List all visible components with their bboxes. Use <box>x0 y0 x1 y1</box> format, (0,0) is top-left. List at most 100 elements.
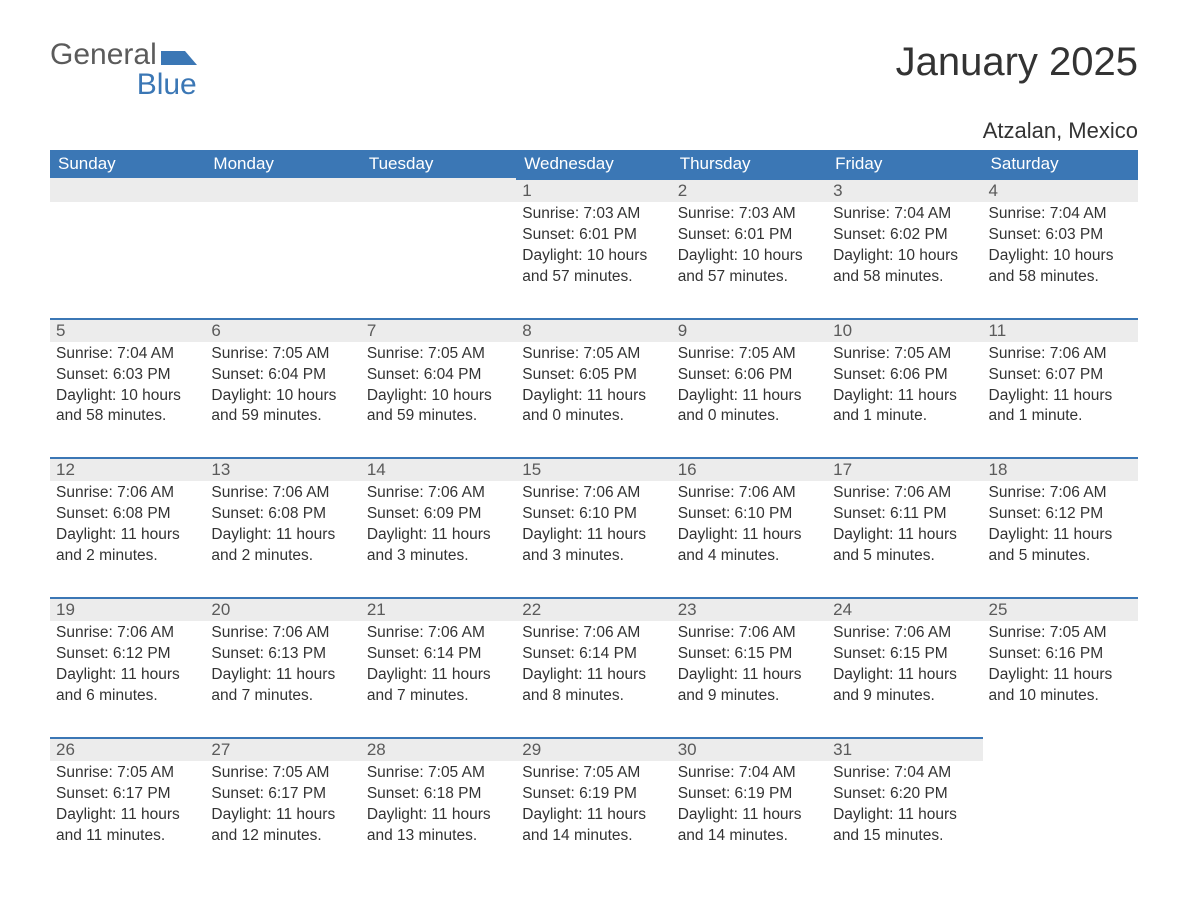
daylight-line2: and 15 minutes. <box>833 826 976 847</box>
sunset-text: Sunset: 6:19 PM <box>522 784 665 805</box>
sunrise-text: Sunrise: 7:04 AM <box>56 344 199 365</box>
day-number: 9 <box>672 318 827 342</box>
location-label: Atzalan, Mexico <box>50 118 1138 144</box>
daylight-line2: and 7 minutes. <box>367 686 510 707</box>
daylight-line1: Daylight: 11 hours <box>833 386 976 407</box>
sunrise-text: Sunrise: 7:06 AM <box>522 483 665 504</box>
day-body: Sunrise: 7:06 AMSunset: 6:15 PMDaylight:… <box>827 621 982 737</box>
sunrise-text: Sunrise: 7:06 AM <box>367 483 510 504</box>
daylight-line1: Daylight: 10 hours <box>989 246 1132 267</box>
day-cell <box>983 737 1138 877</box>
daylight-line1: Daylight: 11 hours <box>678 386 821 407</box>
header-row: General Blue January 2025 <box>50 40 1138 100</box>
week-row: 1Sunrise: 7:03 AMSunset: 6:01 PMDaylight… <box>50 178 1138 318</box>
day-cell: 20Sunrise: 7:06 AMSunset: 6:13 PMDayligh… <box>205 597 360 737</box>
logo-blue-text: Blue <box>137 68 197 101</box>
logo-general-text: General <box>50 40 157 70</box>
day-cell: 15Sunrise: 7:06 AMSunset: 6:10 PMDayligh… <box>516 457 671 597</box>
day-body: Sunrise: 7:04 AMSunset: 6:19 PMDaylight:… <box>672 761 827 877</box>
day-number: 2 <box>672 178 827 202</box>
daylight-line1: Daylight: 10 hours <box>678 246 821 267</box>
day-header-row: SundayMondayTuesdayWednesdayThursdayFrid… <box>50 150 1138 178</box>
daylight-line1: Daylight: 11 hours <box>522 805 665 826</box>
sunset-text: Sunset: 6:05 PM <box>522 365 665 386</box>
daylight-line1: Daylight: 11 hours <box>56 805 199 826</box>
daylight-line2: and 57 minutes. <box>678 267 821 288</box>
daylight-line1: Daylight: 11 hours <box>989 525 1132 546</box>
day-cell: 28Sunrise: 7:05 AMSunset: 6:18 PMDayligh… <box>361 737 516 877</box>
day-number: 21 <box>361 597 516 621</box>
sunrise-text: Sunrise: 7:06 AM <box>678 483 821 504</box>
daylight-line1: Daylight: 10 hours <box>56 386 199 407</box>
daylight-line2: and 3 minutes. <box>522 546 665 567</box>
sunrise-text: Sunrise: 7:05 AM <box>211 344 354 365</box>
sunset-text: Sunset: 6:15 PM <box>678 644 821 665</box>
day-cell: 5Sunrise: 7:04 AMSunset: 6:03 PMDaylight… <box>50 318 205 458</box>
sunset-text: Sunset: 6:07 PM <box>989 365 1132 386</box>
sunset-text: Sunset: 6:12 PM <box>56 644 199 665</box>
sunrise-text: Sunrise: 7:05 AM <box>678 344 821 365</box>
sunset-text: Sunset: 6:20 PM <box>833 784 976 805</box>
day-number: 19 <box>50 597 205 621</box>
week-row: 26Sunrise: 7:05 AMSunset: 6:17 PMDayligh… <box>50 737 1138 877</box>
daylight-line1: Daylight: 10 hours <box>367 386 510 407</box>
day-header: Saturday <box>983 150 1138 178</box>
day-body: Sunrise: 7:05 AMSunset: 6:04 PMDaylight:… <box>205 342 360 458</box>
sunset-text: Sunset: 6:16 PM <box>989 644 1132 665</box>
day-body: Sunrise: 7:05 AMSunset: 6:04 PMDaylight:… <box>361 342 516 458</box>
daylight-line2: and 5 minutes. <box>833 546 976 567</box>
day-header: Sunday <box>50 150 205 178</box>
day-cell <box>50 178 205 318</box>
day-number: 10 <box>827 318 982 342</box>
day-cell: 21Sunrise: 7:06 AMSunset: 6:14 PMDayligh… <box>361 597 516 737</box>
sunrise-text: Sunrise: 7:06 AM <box>833 483 976 504</box>
day-header: Monday <box>205 150 360 178</box>
daylight-line2: and 58 minutes. <box>989 267 1132 288</box>
daylight-line1: Daylight: 11 hours <box>211 665 354 686</box>
daylight-line1: Daylight: 11 hours <box>678 805 821 826</box>
day-body: Sunrise: 7:04 AMSunset: 6:03 PMDaylight:… <box>50 342 205 458</box>
sunset-text: Sunset: 6:06 PM <box>678 365 821 386</box>
daylight-line2: and 9 minutes. <box>678 686 821 707</box>
day-number: 4 <box>983 178 1138 202</box>
daylight-line2: and 10 minutes. <box>989 686 1132 707</box>
day-number: 8 <box>516 318 671 342</box>
empty-day-body <box>205 202 360 302</box>
daylight-line1: Daylight: 10 hours <box>522 246 665 267</box>
sunrise-text: Sunrise: 7:04 AM <box>678 763 821 784</box>
day-number: 18 <box>983 457 1138 481</box>
sunset-text: Sunset: 6:09 PM <box>367 504 510 525</box>
sunset-text: Sunset: 6:03 PM <box>989 225 1132 246</box>
sunset-text: Sunset: 6:04 PM <box>367 365 510 386</box>
day-body: Sunrise: 7:04 AMSunset: 6:03 PMDaylight:… <box>983 202 1138 318</box>
day-header: Tuesday <box>361 150 516 178</box>
day-number: 24 <box>827 597 982 621</box>
sunrise-text: Sunrise: 7:05 AM <box>989 623 1132 644</box>
daylight-line1: Daylight: 11 hours <box>989 386 1132 407</box>
day-body: Sunrise: 7:06 AMSunset: 6:08 PMDaylight:… <box>205 481 360 597</box>
daylight-line2: and 1 minute. <box>833 406 976 427</box>
daylight-line1: Daylight: 11 hours <box>56 665 199 686</box>
daylight-line2: and 58 minutes. <box>56 406 199 427</box>
empty-day-body <box>50 202 205 302</box>
sunrise-text: Sunrise: 7:04 AM <box>833 763 976 784</box>
daylight-line1: Daylight: 11 hours <box>367 665 510 686</box>
daylight-line1: Daylight: 11 hours <box>367 805 510 826</box>
sunset-text: Sunset: 6:01 PM <box>522 225 665 246</box>
day-body: Sunrise: 7:06 AMSunset: 6:14 PMDaylight:… <box>516 621 671 737</box>
day-cell: 23Sunrise: 7:06 AMSunset: 6:15 PMDayligh… <box>672 597 827 737</box>
day-number: 16 <box>672 457 827 481</box>
daylight-line2: and 2 minutes. <box>56 546 199 567</box>
day-cell: 2Sunrise: 7:03 AMSunset: 6:01 PMDaylight… <box>672 178 827 318</box>
day-cell: 4Sunrise: 7:04 AMSunset: 6:03 PMDaylight… <box>983 178 1138 318</box>
day-number: 20 <box>205 597 360 621</box>
daylight-line1: Daylight: 11 hours <box>522 386 665 407</box>
day-body: Sunrise: 7:06 AMSunset: 6:07 PMDaylight:… <box>983 342 1138 458</box>
day-body: Sunrise: 7:05 AMSunset: 6:17 PMDaylight:… <box>50 761 205 877</box>
sunrise-text: Sunrise: 7:05 AM <box>367 344 510 365</box>
day-cell: 14Sunrise: 7:06 AMSunset: 6:09 PMDayligh… <box>361 457 516 597</box>
day-cell: 13Sunrise: 7:06 AMSunset: 6:08 PMDayligh… <box>205 457 360 597</box>
daylight-line2: and 4 minutes. <box>678 546 821 567</box>
day-cell: 1Sunrise: 7:03 AMSunset: 6:01 PMDaylight… <box>516 178 671 318</box>
day-number: 1 <box>516 178 671 202</box>
